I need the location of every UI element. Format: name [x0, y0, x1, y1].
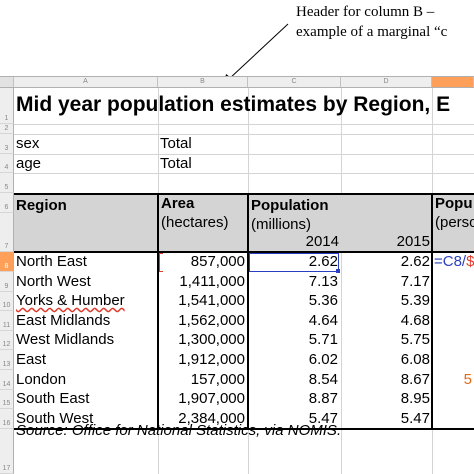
population-2014-cell[interactable]: 5.36 [308, 292, 338, 309]
table-border [247, 193, 249, 429]
area-cell[interactable]: 1,907,000 [178, 390, 245, 407]
column-header-b[interactable]: B [158, 77, 248, 87]
row-header-1[interactable]: 1 [0, 88, 14, 124]
region-cell[interactable]: East Midlands [16, 312, 111, 329]
table-border [157, 193, 159, 429]
column-header-d[interactable]: D [341, 77, 432, 87]
e-unit-fragment[interactable]: (perso [435, 214, 474, 231]
column-header-a[interactable]: A [14, 77, 158, 87]
table-border [14, 428, 474, 430]
region-cell[interactable]: North West [16, 273, 91, 290]
area-cell[interactable]: 157,000 [190, 371, 245, 388]
age-label[interactable]: age [16, 155, 42, 172]
column-header-bar: A B C D [0, 76, 474, 88]
area-header[interactable]: Area [161, 195, 195, 212]
reference-highlight-b8 [159, 253, 163, 272]
sex-value[interactable]: Total [160, 135, 192, 152]
area-cell[interactable]: 1,562,000 [178, 312, 245, 329]
population-2014-cell[interactable]: 8.54 [308, 371, 338, 388]
population-2015-cell[interactable]: 4.68 [400, 312, 430, 329]
population-2014-cell[interactable]: 7.13 [308, 273, 338, 290]
row-header-15[interactable]: 15 [0, 390, 14, 409]
region-cell[interactable]: North East [16, 253, 87, 270]
population-2014-cell[interactable]: 5.47 [308, 410, 338, 427]
row-header-6[interactable]: 6 [0, 193, 14, 213]
annotation-line-1: Header for column B – [296, 4, 435, 20]
area-cell[interactable]: 2,384,000 [178, 410, 245, 427]
region-cell[interactable]: London [16, 371, 67, 388]
area-unit[interactable]: (hectares) [161, 214, 229, 231]
row-header-13[interactable]: 13 [0, 350, 14, 370]
table-border [14, 251, 474, 253]
region-cell[interactable]: East [16, 351, 47, 368]
row-header-4[interactable]: 4 [0, 154, 14, 173]
row-header-10[interactable]: 10 [0, 292, 14, 311]
formula-e8[interactable]: =C8/$ [434, 253, 474, 270]
table-border [431, 193, 433, 429]
gridline [14, 173, 474, 174]
row-header-14[interactable]: 14 [0, 370, 14, 390]
e14-fragment[interactable]: 5 [463, 371, 472, 388]
population-2014-cell[interactable]: 8.87 [308, 390, 338, 407]
sex-label[interactable]: sex [16, 135, 40, 152]
row-header-9[interactable]: 9 [0, 272, 14, 292]
area-cell[interactable]: 1,411,000 [179, 273, 245, 290]
column-header-c[interactable]: C [248, 77, 341, 87]
population-2015-cell[interactable]: 8.95 [400, 390, 430, 407]
age-value[interactable]: Total [160, 155, 192, 172]
population-header[interactable]: Population [251, 197, 329, 214]
population-2014-cell[interactable]: 2.62 [308, 253, 338, 270]
page-title[interactable]: Mid year population estimates by Region,… [16, 93, 451, 116]
row-header-16[interactable]: 16 [0, 409, 14, 429]
row-header-11[interactable]: 11 [0, 311, 14, 331]
row-header-8[interactable]: 8 [0, 252, 14, 272]
population-2015-cell[interactable]: 5.75 [400, 331, 430, 348]
source-note[interactable]: Source: Office for National Statistics, … [16, 422, 342, 439]
gridline [341, 88, 342, 474]
gridline [14, 124, 474, 125]
area-cell[interactable]: 1,912,000 [178, 351, 245, 368]
row-header-12[interactable]: 12 [0, 331, 14, 350]
population-2015-cell[interactable]: 2.62 [400, 253, 430, 270]
population-2015-cell[interactable]: 7.17 [400, 273, 430, 290]
population-2014-cell[interactable]: 6.02 [308, 351, 338, 368]
row-header-3[interactable]: 3 [0, 134, 14, 154]
selected-cell-c8[interactable] [249, 253, 339, 272]
population-2014-cell[interactable]: 5.71 [308, 331, 338, 348]
population-2015-cell[interactable]: 6.08 [400, 351, 430, 368]
population-2015-cell[interactable]: 5.39 [400, 292, 430, 309]
population-unit[interactable]: (millions) [251, 216, 311, 233]
gridline [14, 154, 474, 155]
gridline [14, 134, 474, 135]
area-cell[interactable]: 1,300,000 [178, 331, 245, 348]
year-2015-header[interactable]: 2015 [396, 233, 430, 250]
region-cell[interactable]: South West [16, 410, 94, 427]
area-cell[interactable]: 857,000 [190, 253, 245, 270]
population-2014-cell[interactable]: 4.64 [308, 312, 338, 329]
row-header-17[interactable]: 17 [0, 429, 14, 474]
population-2015-cell[interactable]: 8.67 [400, 371, 430, 388]
year-2014-header[interactable]: 2014 [305, 233, 339, 250]
column-header-e[interactable] [432, 77, 474, 87]
population-2015-cell[interactable]: 5.47 [400, 410, 430, 427]
table-border [14, 193, 474, 195]
row-header-7[interactable]: 7 [0, 213, 14, 252]
region-cell[interactable]: Yorks & Humber [16, 292, 125, 309]
area-cell[interactable]: 1,541,000 [178, 292, 245, 309]
region-cell[interactable]: West Midlands [16, 331, 115, 348]
fill-handle[interactable] [336, 269, 340, 273]
row-header-2[interactable]: 2 [0, 124, 14, 134]
e-header-fragment[interactable]: Popu [435, 195, 473, 212]
region-header[interactable]: Region [16, 197, 67, 214]
region-cell[interactable]: South East [16, 390, 90, 407]
spreadsheet[interactable]: A B C D 1 2 3 4 5 6 7 8 9 10 11 12 13 14… [0, 76, 474, 474]
margin-annotation: Header for column B – example of a margi… [296, 2, 474, 42]
annotation-line-2: example of a marginal “c [296, 24, 448, 40]
row-header-5[interactable]: 5 [0, 173, 14, 193]
select-all-corner[interactable] [0, 77, 14, 87]
table-header-fill [14, 193, 474, 252]
